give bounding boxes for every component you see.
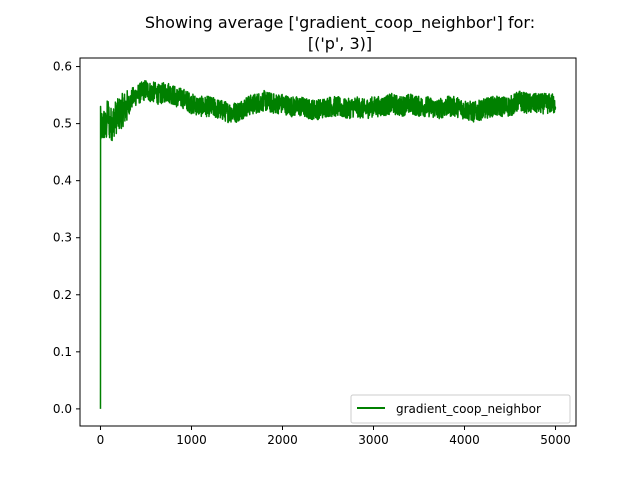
- axes: 0 1000 2000 3000 4000 5000 0.0 0.1 0.2 0.3 0.4 0.5 0…: [53, 57, 577, 447]
- plot-area: [99, 80, 557, 409]
- x-tick-label: 2000: [267, 433, 298, 447]
- x-tick-label: 1000: [176, 433, 207, 447]
- y-tick-label: 0.3: [53, 231, 72, 245]
- x-tick-label: 5000: [540, 433, 571, 447]
- legend-series-label: gradient_coop_neighbor: [396, 402, 541, 416]
- y-tick-label: 0.1: [53, 345, 72, 359]
- y-tick-label: 0.5: [53, 117, 72, 131]
- x-tick-label: 3000: [358, 433, 389, 447]
- chart-title-line1: Showing average ['gradient_coop_neighbor…: [145, 13, 535, 33]
- x-tick-label: 0: [97, 433, 105, 447]
- x-tick-label: 4000: [449, 433, 480, 447]
- y-tick-label: 0.2: [53, 288, 72, 302]
- y-tick-label: 0.0: [53, 402, 72, 416]
- y-tick-label: 0.4: [53, 174, 72, 188]
- axes-frame: [79, 57, 577, 427]
- y-tick-label: 0.6: [53, 60, 72, 74]
- chart-title-line2: [('p', 3)]: [308, 34, 372, 53]
- series-line: [99, 80, 557, 409]
- legend-box: [350, 394, 571, 424]
- legend: gradient_coop_neighbor: [350, 394, 571, 424]
